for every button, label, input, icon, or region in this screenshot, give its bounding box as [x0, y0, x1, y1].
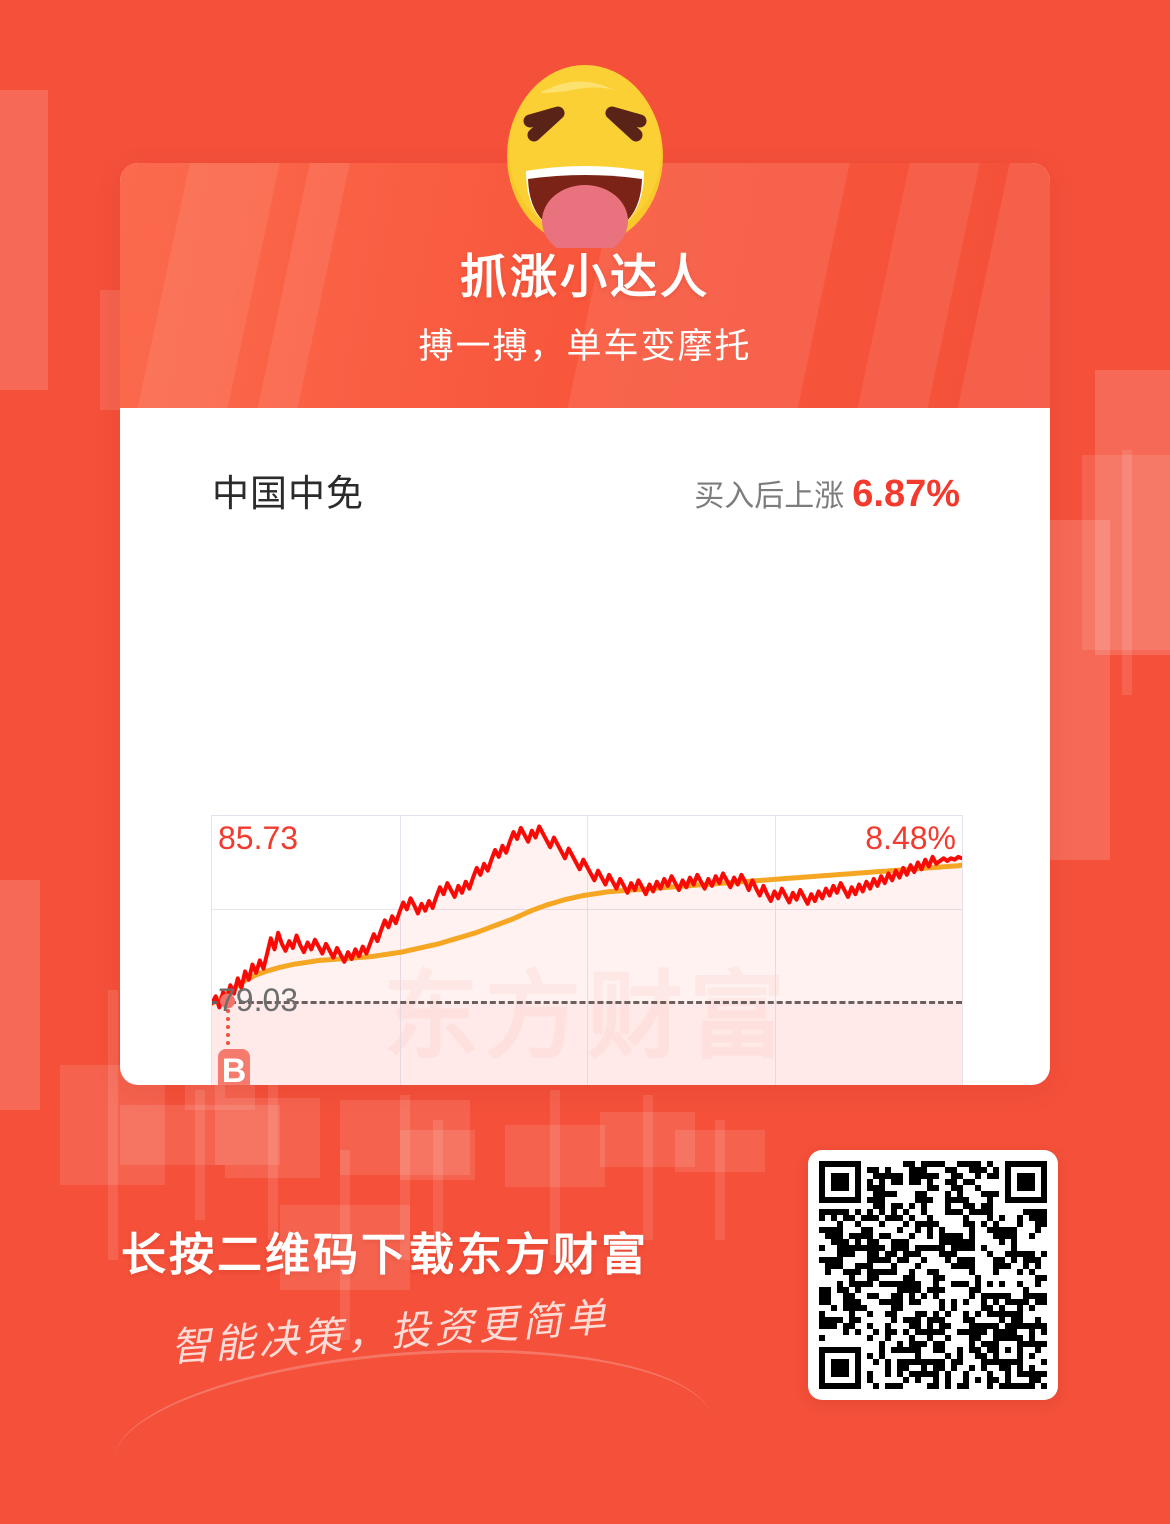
- gain-value: 6.87%: [852, 473, 960, 515]
- candlestick-body: [600, 1112, 695, 1167]
- stock-summary-row: 中国中免 买入后上涨 6.87%: [120, 463, 1050, 517]
- candlestick-body: [675, 1130, 765, 1172]
- price-line: [212, 824, 962, 1010]
- download-qr-code[interactable]: [808, 1150, 1058, 1400]
- axis-label-high-percent: 8.48%: [865, 820, 956, 856]
- intraday-chart[interactable]: 东方财富 B 85.73 8.48% 79.03 72.33: [211, 815, 963, 1085]
- chart-series-svg: [212, 824, 962, 1085]
- axis-label-mid-price: 79.03: [218, 981, 299, 1018]
- buy-marker-dotted-line: [226, 1001, 230, 1053]
- buy-marker-dot: [220, 993, 235, 1009]
- candlestick-wick: [195, 1090, 205, 1220]
- candlestick-body: [0, 880, 40, 1110]
- price-area-fill: [212, 826, 962, 1085]
- candlestick-body: [120, 1105, 280, 1165]
- download-cta-text: 长按二维码下载东方财富: [120, 1229, 649, 1280]
- grid-line-vertical: [774, 816, 776, 1085]
- grid-line-vertical: [587, 816, 588, 1085]
- buy-marker-badge[interactable]: B: [218, 1049, 250, 1085]
- candlestick-body: [1040, 520, 1110, 860]
- chart-watermark: 东方财富: [383, 939, 791, 1078]
- candlestick-body: [0, 90, 48, 390]
- stock-name: 中国中免: [212, 473, 364, 514]
- gain-summary: 买入后上涨 6.87%: [694, 471, 960, 516]
- average-line: [212, 862, 962, 1006]
- page-subtitle: 搏一搏，单车变摩托: [418, 327, 752, 366]
- candlestick-body: [225, 1098, 320, 1178]
- gain-label: 买入后上涨: [694, 480, 845, 513]
- candlestick-body: [400, 1130, 475, 1180]
- grid-line-horizontal: [212, 908, 962, 910]
- candlestick-body: [340, 1100, 470, 1175]
- chart-plot-area: 东方财富 B 85.73 8.48% 79.03 72.33: [211, 815, 963, 1085]
- candlestick-body: [1082, 455, 1170, 650]
- page-title: 抓涨小达人: [460, 250, 710, 303]
- candlestick-body: [505, 1125, 605, 1187]
- qr-code-image: [819, 1161, 1047, 1389]
- candlestick-wick: [1122, 450, 1132, 695]
- axis-label-high-price: 85.73: [218, 820, 299, 856]
- laughing-face-emoji: [500, 63, 670, 257]
- baseline-dashed: [212, 1001, 962, 1004]
- candlestick-body: [1095, 370, 1170, 655]
